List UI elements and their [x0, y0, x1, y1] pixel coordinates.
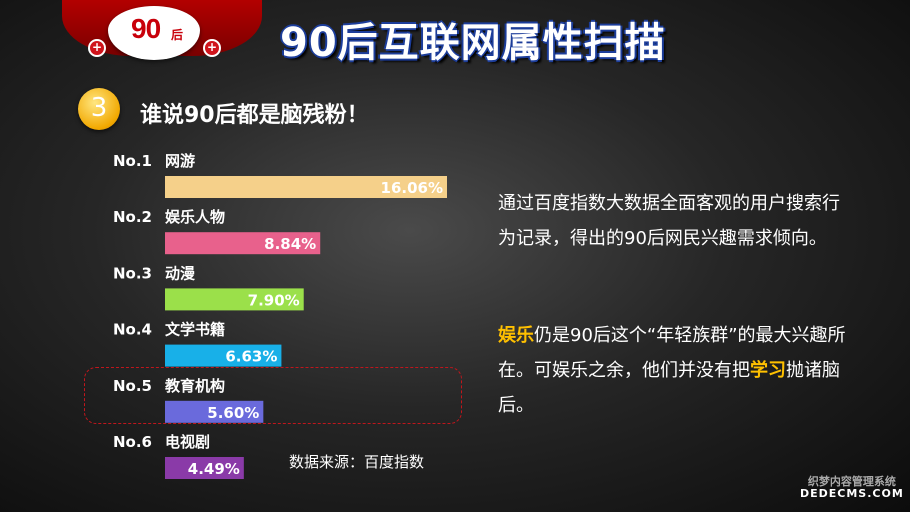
- category-label: 文学书籍: [165, 321, 225, 339]
- bar: [165, 288, 304, 311]
- bar-value-label: 6.63%: [225, 348, 277, 366]
- rank-label: No.6: [113, 433, 152, 451]
- description-paragraph-2: 娱乐仍是90后这个“年轻族群”的最大兴趣所在。可娱乐之余，他们并没有把学习抛诸脑…: [498, 318, 848, 423]
- highlight-box: [84, 367, 462, 424]
- plus-icon: +: [90, 40, 104, 55]
- watermark-line-1: 织梦内容管理系统: [807, 475, 896, 488]
- paragraph-text: 仍是90后这个“年轻族群”的最大兴趣所在。可娱乐之余，他们并没有把: [498, 325, 846, 381]
- category-label: 网游: [165, 152, 195, 170]
- highlight-study: 学习: [750, 360, 786, 381]
- category-label: 电视剧: [165, 433, 210, 451]
- rank-label: No.4: [113, 321, 152, 339]
- bar-value-label: 16.06%: [381, 179, 443, 197]
- rank-label: No.5: [113, 377, 152, 395]
- bar: [165, 400, 264, 423]
- section-title: 谁说90后都是脑残粉！: [140, 103, 369, 128]
- bar-value-label: 8.84%: [264, 235, 316, 253]
- rank-label: No.3: [113, 264, 152, 282]
- page-title: 90后互联网属性扫描: [280, 20, 666, 66]
- source-note: 数据来源：百度指数: [289, 453, 425, 471]
- rank-label: No.2: [113, 208, 152, 226]
- plus-icon: +: [205, 40, 219, 55]
- bar: [165, 457, 244, 479]
- bar-value-label: 7.90%: [248, 291, 300, 309]
- header-badge: [108, 6, 200, 60]
- bar: [165, 344, 282, 367]
- paragraph-text: 抛诸脑后。: [498, 360, 840, 416]
- category-label: 娱乐人物: [165, 208, 225, 226]
- category-label: 教育机构: [164, 377, 225, 395]
- highlight-entertainment: 娱乐: [498, 325, 534, 346]
- watermark: 织梦内容管理系统 DEDECMS.COM: [800, 476, 904, 500]
- badge-suffix: 后: [171, 28, 184, 42]
- watermark-line-2: DEDECMS.COM: [800, 487, 904, 500]
- rank-label: No.1: [113, 152, 152, 170]
- bar: [165, 176, 447, 198]
- bar-value-label: 4.49%: [188, 460, 240, 478]
- section-number-badge: 3: [78, 88, 120, 130]
- bar: [165, 232, 321, 255]
- bar-value-label: 5.60%: [207, 404, 259, 422]
- category-label: 动漫: [165, 264, 196, 282]
- description-paragraph-1: 通过百度指数大数据全面客观的用户搜索行为记录，得出的90后网民兴趣需求倾向。: [498, 193, 840, 249]
- badge-number: 90: [131, 13, 161, 44]
